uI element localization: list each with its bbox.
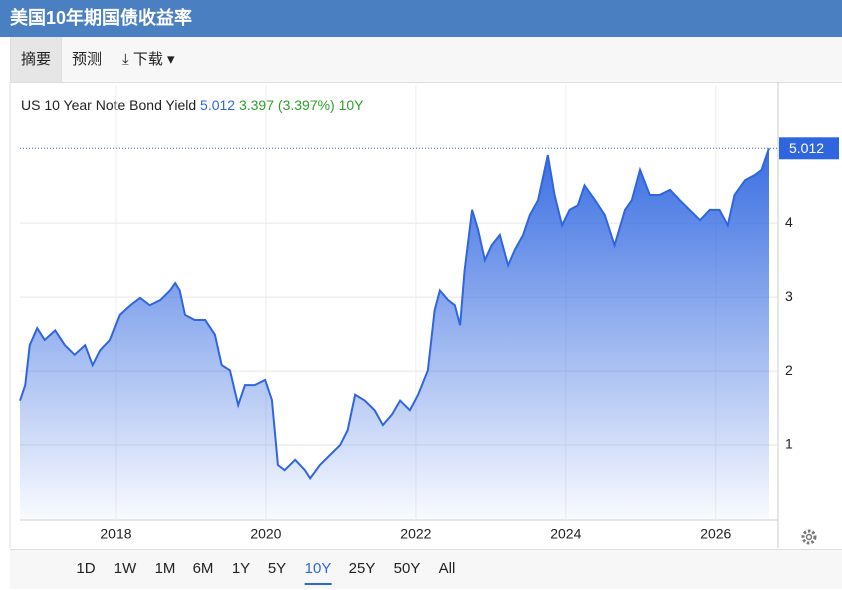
tab-bar: 摘要 预测 ⤓ 下载 ▾: [10, 37, 842, 83]
y-tick-label: 3: [785, 288, 793, 304]
last-value-box: [779, 137, 839, 160]
range-button[interactable]: 5Y: [267, 560, 287, 577]
x-tick-label: 2022: [400, 526, 431, 542]
change-percent: (3.397%): [278, 97, 335, 113]
range-button[interactable]: 1Y: [231, 560, 251, 577]
range-bar: 1D 1W 1M 6M 1Y 5Y 10Y 25Y 50Y All: [10, 549, 842, 589]
x-tick-label: 2020: [250, 526, 281, 542]
page-title: 美国10年期国债收益率: [0, 0, 842, 37]
y-tick-label: 2: [785, 362, 793, 378]
period: 10Y: [339, 97, 365, 113]
range-button[interactable]: 50Y: [393, 560, 421, 577]
settings-icon[interactable]: [801, 529, 817, 545]
download-icon: ⤓: [122, 51, 133, 68]
range-button[interactable]: 25Y: [348, 560, 376, 577]
legend: US 10 Year Note Bond Yield 5.012 3.397 (…: [21, 97, 364, 113]
tab[interactable]: 摘要: [10, 37, 63, 82]
range-button[interactable]: All: [438, 560, 456, 577]
x-tick-label: 2018: [100, 526, 131, 542]
last-value: 5.012: [200, 97, 235, 113]
tab[interactable]: 预测: [72, 51, 103, 68]
range-button[interactable]: 1M: [154, 560, 176, 577]
range-button[interactable]: 6M: [192, 560, 214, 577]
x-tick-label: 2024: [550, 526, 581, 542]
y-tick-label: 4: [785, 214, 793, 230]
line: [19, 147, 770, 481]
x-tick-label: 2026: [700, 526, 731, 542]
area: [20, 148, 770, 519]
chart: US 10 Year Note Bond Yield 5.012 3.397 (…: [9, 82, 839, 548]
y-tick-label: 1: [785, 436, 793, 452]
range-button[interactable]: 1D: [76, 560, 96, 577]
change: 3.397: [239, 97, 274, 113]
last-value-label: 5.012: [789, 140, 824, 156]
tab[interactable]: ⤓ 下载 ▾: [122, 51, 175, 68]
range-button[interactable]: 10Y: [304, 560, 332, 585]
tab-label: 下载: [132, 51, 163, 68]
range-button[interactable]: 1W: [113, 560, 137, 577]
series-name: US 10 Year Note Bond Yield: [21, 97, 196, 113]
